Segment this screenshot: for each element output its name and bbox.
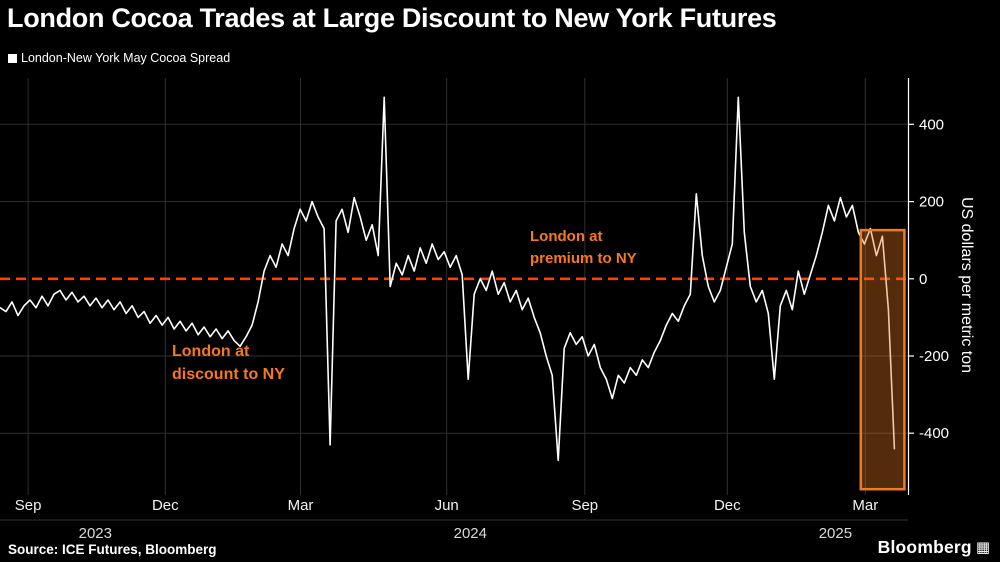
x-tick-label: Dec — [152, 497, 179, 514]
page-title: London Cocoa Trades at Large Discount to… — [7, 3, 777, 33]
x-tick-label: Mar — [288, 497, 314, 514]
x-tick-label: Jun — [435, 497, 459, 514]
legend-square-icon — [8, 53, 17, 63]
y-tick-label: -400 — [919, 425, 949, 442]
legend-label: London-New York May Cocoa Spread — [21, 51, 231, 65]
spread-line — [0, 96, 896, 462]
bloomberg-terminal-icon: ▦ — [975, 539, 990, 556]
annotation-premium: London at premium to NY — [530, 226, 637, 270]
y-tick-label: 0 — [919, 271, 927, 288]
annotation-discount: London at discount to NY — [172, 340, 285, 386]
chart-svg: 400 200 0 -200 -400 Sep Dec Mar Jun Sep Dec Mar 2023… — [0, 78, 949, 542]
x-tick-label: Dec — [714, 497, 741, 514]
highlight-box — [859, 228, 906, 491]
bloomberg-logo: Bloomberg ▦ — [878, 537, 990, 558]
legend: London-New York May Cocoa Spread — [8, 51, 230, 65]
y-tick-label: -200 — [919, 348, 949, 365]
annotation-discount-line2: discount to NY — [172, 366, 285, 384]
year-label: 2025 — [819, 525, 852, 542]
y-tick-label: 200 — [919, 194, 944, 211]
bloomberg-wordmark: Bloomberg — [877, 537, 972, 557]
x-tick-label: Sep — [571, 497, 598, 514]
x-tick-label: Sep — [15, 497, 42, 514]
annotation-premium-line2: premium to NY — [530, 249, 637, 267]
source-attribution: Source: ICE Futures, Bloomberg — [8, 542, 217, 557]
year-label: 2024 — [454, 525, 487, 542]
y-tick-label: 400 — [919, 116, 944, 133]
annotation-premium-line1: London at — [530, 228, 603, 245]
annotation-discount-line1: London at — [172, 343, 250, 360]
year-label: 2023 — [79, 525, 112, 542]
y-axis-title: US dollars per metric ton — [958, 196, 975, 374]
x-tick-label: Mar — [852, 497, 878, 514]
